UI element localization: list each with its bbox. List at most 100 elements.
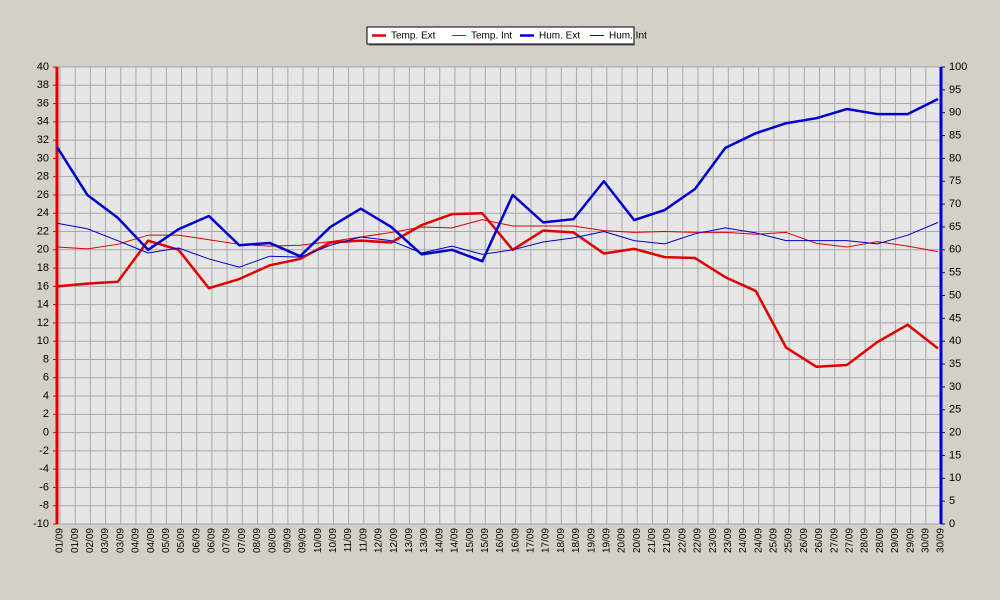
x-tick-label: 12/09 [374, 528, 385, 553]
y-tick-label: 34 [37, 116, 49, 128]
y-tick-label: 2 [43, 408, 49, 420]
x-tick-label: 13/09 [419, 528, 430, 553]
y-tick-label: -4 [39, 463, 49, 475]
x-tick-label: 18/09 [571, 528, 582, 553]
y-tick-label: 36 [37, 97, 49, 109]
y2-tick-label: 75 [949, 175, 961, 187]
x-tick-label: 11/09 [358, 528, 369, 553]
x-tick-label: 27/09 [845, 528, 856, 553]
x-tick-label: 09/09 [282, 528, 293, 553]
x-tick-label: 15/09 [465, 528, 476, 553]
y-tick-label: 26 [37, 189, 49, 201]
x-tick-label: 07/09 [222, 528, 233, 553]
y2-tick-label: 5 [949, 495, 955, 507]
x-tick-label: 25/09 [769, 528, 780, 553]
x-tick-label: 13/09 [404, 528, 415, 553]
y2-tick-label: 35 [949, 358, 961, 370]
legend-label: Temp. Int [471, 31, 512, 42]
x-tick-label: 20/09 [617, 528, 628, 553]
x-tick-label: 03/09 [115, 528, 126, 553]
y-tick-label: 4 [43, 390, 49, 402]
legend-label: Temp. Ext [391, 31, 436, 42]
y2-tick-label: 80 [949, 152, 961, 164]
x-tick-label: 12/09 [389, 528, 400, 553]
y-tick-label: -8 [39, 500, 49, 512]
y-tick-label: 14 [37, 299, 49, 311]
x-tick-label: 08/09 [267, 528, 278, 553]
y-tick-label: -6 [39, 481, 49, 493]
y-tick-label: 6 [43, 372, 49, 384]
legend: Temp. Ext Temp. Int Hum. Ext Hum. Int [366, 26, 647, 46]
series-line [56, 219, 939, 253]
x-tick-label: 24/09 [738, 528, 749, 553]
x-tick-label: 03/09 [100, 528, 111, 553]
x-tick-label: 06/09 [191, 528, 202, 553]
x-tick-label: 06/09 [207, 528, 218, 553]
legend-box [366, 26, 635, 45]
y2-tick-label: 10 [949, 472, 961, 484]
y-tick-label: 24 [37, 207, 49, 219]
x-tick-label: 01/09 [70, 528, 81, 553]
y2-tick-label: 45 [949, 312, 961, 324]
x-tick-label: 15/09 [480, 528, 491, 553]
x-tick-label: 07/09 [237, 528, 248, 553]
x-tick-label: 16/09 [510, 528, 521, 553]
y2-tick-label: 25 [949, 404, 961, 416]
x-tick-label: 29/09 [890, 528, 901, 553]
y2-tick-label: 95 [949, 84, 961, 96]
legend-label: Hum. Ext [539, 31, 580, 42]
x-tick-label: 28/09 [860, 528, 871, 553]
x-tick-label: 01/09 [55, 528, 66, 553]
series-line [56, 221, 939, 268]
y2-tick-label: 30 [949, 381, 961, 393]
x-tick-label: 25/09 [784, 528, 795, 553]
legend-label: Hum. Int [609, 31, 647, 42]
x-tick-label: 16/09 [495, 528, 506, 553]
x-tick-label: 04/09 [146, 528, 157, 553]
y2-tick-label: 20 [949, 427, 961, 439]
x-tick-label: 23/09 [723, 528, 734, 553]
y-tick-label: 32 [37, 134, 49, 146]
y-tick-label: 40 [37, 61, 49, 73]
x-tick-label: 23/09 [708, 528, 719, 553]
y2-tick-label: 70 [949, 198, 961, 210]
y-tick-label: 0 [43, 427, 49, 439]
x-tick-label: 29/09 [905, 528, 916, 553]
y2-tick-label: 85 [949, 129, 961, 141]
y-tick-label: 12 [37, 317, 49, 329]
y-tick-label: -10 [33, 518, 49, 530]
y2-tick-label: 50 [949, 289, 961, 301]
x-tick-label: 02/09 [85, 528, 96, 553]
x-tick-label: 26/09 [814, 528, 825, 553]
y-tick-label: 10 [37, 335, 49, 347]
series-line [56, 211, 939, 369]
series-line [55, 97, 939, 263]
x-tick-label: 14/09 [450, 528, 461, 553]
y2-tick-label: 15 [949, 449, 961, 461]
y2-tick-label: 90 [949, 107, 961, 119]
y-tick-label: 38 [37, 79, 49, 91]
y-tick-label: 20 [37, 244, 49, 256]
x-tick-label: 28/09 [875, 528, 886, 553]
x-tick-label: 08/09 [252, 528, 263, 553]
y-tick-label: -2 [39, 445, 49, 457]
x-tick-label: 30/09 [920, 528, 931, 553]
y-tick-label: 16 [37, 280, 49, 292]
x-tick-label: 19/09 [586, 528, 597, 553]
y-tick-label: 18 [37, 262, 49, 274]
x-tick-label: 05/09 [161, 528, 172, 553]
x-tick-label: 11/09 [343, 528, 354, 553]
y2-tick-label: 55 [949, 267, 961, 279]
x-tick-label: 26/09 [799, 528, 810, 553]
x-tick-label: 27/09 [829, 528, 840, 553]
x-tick-label: 18/09 [556, 528, 567, 553]
x-tick-label: 04/09 [131, 528, 142, 553]
y-tick-label: 22 [37, 225, 49, 237]
x-tick-label: 10/09 [313, 528, 324, 553]
x-tick-label: 05/09 [176, 528, 187, 553]
x-tick-label: 14/09 [434, 528, 445, 553]
x-tick-label: 17/09 [541, 528, 552, 553]
x-tick-label: 19/09 [601, 528, 612, 553]
x-tick-label: 17/09 [526, 528, 537, 553]
